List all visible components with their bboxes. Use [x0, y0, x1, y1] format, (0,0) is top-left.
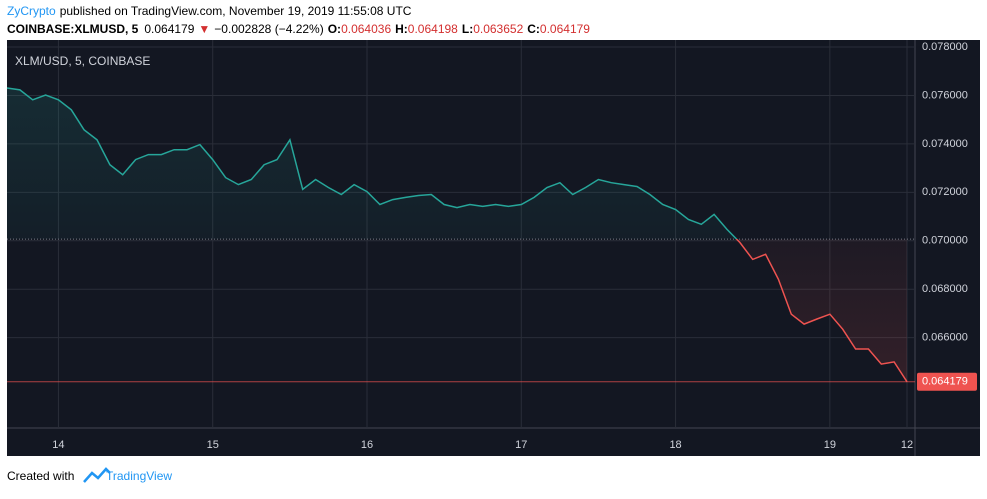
footer-created: Created with: [7, 469, 74, 483]
y-tick-label: 0.074000: [922, 138, 968, 150]
header-line: ZyCrypto published on TradingView.com, No…: [7, 4, 412, 18]
x-tick-label: 16: [361, 439, 373, 451]
price-line: [6, 87, 908, 383]
footer-brand: TradingView: [106, 469, 172, 483]
y-tick-label: 0.068000: [922, 283, 968, 295]
price: 0.064179: [144, 22, 194, 36]
area: [7, 88, 907, 382]
chart-title: XLM/USD, 5, COINBASE: [15, 54, 150, 68]
symbol: COINBASE:XLMUSD, 5: [7, 22, 139, 36]
y-tick-label: 0.076000: [922, 89, 968, 101]
l-label: L:: [462, 22, 473, 36]
x-tick-label: 14: [52, 439, 64, 451]
o-label: O:: [328, 22, 341, 36]
plot: 0.066000 0.068000 0.070000 0.072000 0.074000…: [6, 40, 977, 451]
x-tick-label: 19: [824, 439, 836, 451]
x-tick-label: 17: [515, 439, 527, 451]
c-value: 0.064179: [540, 22, 590, 36]
ohlc-line: COINBASE:XLMUSD, 5 0.064179 ▼ −0.002828 (−4…: [7, 22, 590, 36]
x-tick-label: 12: [901, 439, 913, 451]
published: published on TradingView.com, November 1…: [60, 4, 412, 18]
y-tick-label: 0.066000: [922, 332, 968, 344]
y-tick-label: 0.078000: [922, 41, 968, 53]
logo: [83, 467, 111, 483]
o-value: 0.064036: [341, 22, 391, 36]
h-value: 0.064198: [408, 22, 458, 36]
l-value: 0.063652: [473, 22, 523, 36]
change: −0.002828 (−4.22%): [214, 22, 323, 36]
author: ZyCrypto: [7, 4, 56, 18]
x-tick-label: 15: [207, 439, 219, 451]
arrow: ▼: [198, 22, 210, 36]
y-tick-label: 0.072000: [922, 186, 968, 198]
footer-logo: [83, 467, 111, 483]
h-label: H:: [395, 22, 408, 36]
last-price-label: 0.064179: [922, 376, 968, 388]
y-tick-label: 0.070000: [922, 235, 968, 247]
last-price-box: [917, 372, 977, 391]
x-tick-label: 18: [669, 439, 681, 451]
c-label: C:: [527, 22, 540, 36]
